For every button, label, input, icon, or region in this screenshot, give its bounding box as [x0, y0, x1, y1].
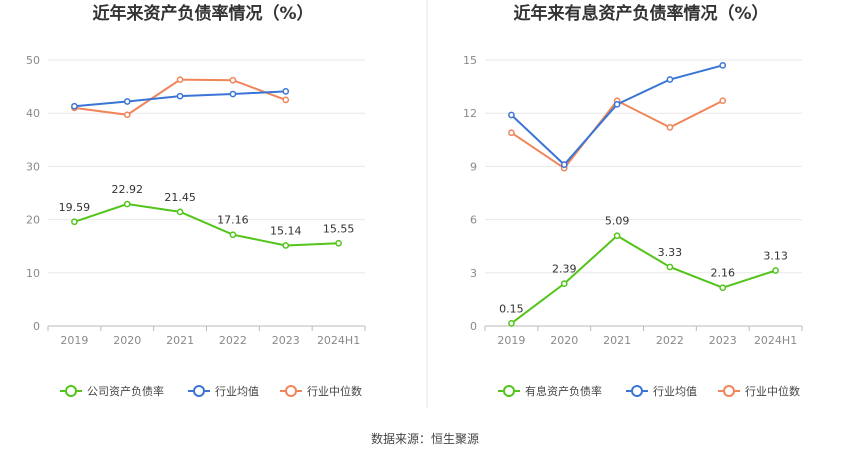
data-label: 2.16 — [711, 267, 736, 280]
data-point[interactable] — [508, 129, 515, 137]
data-point[interactable] — [719, 284, 727, 292]
x-tick-label: 2023 — [272, 334, 300, 347]
data-point[interactable] — [335, 239, 342, 247]
data-point[interactable] — [560, 280, 568, 287]
x-tick-label: 2022 — [656, 334, 684, 347]
data-label: 2.39 — [552, 263, 577, 276]
data-point[interactable] — [123, 111, 131, 119]
legend-item-3[interactable]: 行业中位数 — [718, 384, 800, 398]
data-point[interactable] — [176, 92, 184, 100]
data-label: 17.16 — [217, 214, 249, 227]
y-tick-label: 15 — [463, 54, 477, 67]
data-point[interactable] — [508, 319, 515, 327]
legend-label: 行业均值 — [215, 385, 259, 398]
data-point[interactable] — [282, 96, 290, 104]
x-tick-label: 2021 — [166, 334, 194, 347]
data-point[interactable] — [282, 88, 290, 95]
y-tick-label: 30 — [26, 160, 40, 173]
legend-label: 行业中位数 — [745, 384, 800, 398]
data-point[interactable] — [666, 124, 674, 131]
legend-label: 公司资产负债率 — [87, 384, 164, 398]
data-label: 0.15 — [499, 302, 524, 315]
data-point[interactable] — [71, 102, 78, 110]
data-point[interactable] — [282, 242, 290, 249]
legend-item-2[interactable]: 行业均值 — [626, 385, 697, 398]
y-tick-label: 9 — [470, 160, 477, 173]
data-label: 21.45 — [164, 191, 196, 204]
series-line-1 — [74, 203, 339, 247]
legend-item-3[interactable]: 行业中位数 — [280, 384, 362, 398]
legend-label: 行业中位数 — [307, 384, 362, 398]
y-tick-label: 40 — [26, 107, 40, 120]
chart-title: 近年来有息资产负债率情况（%） — [513, 3, 768, 24]
legend-marker — [285, 385, 297, 397]
x-tick-label: 2020 — [113, 334, 141, 347]
y-tick-label: 20 — [26, 214, 40, 227]
data-point[interactable] — [613, 232, 621, 240]
data-label: 19.59 — [59, 201, 91, 214]
data-point[interactable] — [508, 111, 515, 119]
data-label: 5.09 — [605, 215, 630, 228]
x-tick-label: 2024H1 — [754, 334, 797, 347]
data-point[interactable] — [772, 267, 779, 274]
x-tick-label: 2019 — [497, 334, 525, 347]
y-tick-label: 0 — [33, 320, 40, 333]
data-point[interactable] — [123, 98, 131, 105]
data-point[interactable] — [71, 218, 78, 226]
data-point[interactable] — [229, 90, 237, 98]
series-line-3 — [510, 99, 724, 170]
legend-marker — [723, 385, 735, 397]
legend-marker — [503, 385, 515, 397]
y-tick-label: 0 — [470, 320, 477, 333]
y-tick-label: 6 — [470, 214, 477, 227]
x-tick-label: 2019 — [60, 334, 88, 347]
data-point[interactable] — [176, 76, 184, 84]
x-tick-label: 2022 — [219, 334, 247, 347]
data-point[interactable] — [229, 76, 237, 84]
data-label: 3.33 — [658, 246, 683, 259]
data-point[interactable] — [560, 161, 568, 168]
data-point[interactable] — [719, 61, 727, 69]
chart-title: 近年来资产负债率情况（%） — [92, 3, 313, 24]
legend-item-2[interactable]: 行业均值 — [188, 385, 259, 398]
data-point[interactable] — [176, 208, 184, 216]
source-note: 数据来源：恒生聚源 — [371, 431, 479, 446]
legend-item-1[interactable]: 有息资产负债率 — [498, 384, 602, 398]
x-tick-label: 2023 — [709, 334, 737, 347]
series-line-1 — [510, 234, 776, 325]
y-tick-label: 50 — [26, 54, 40, 67]
data-label: 15.55 — [323, 222, 355, 235]
legend-label: 行业均值 — [653, 385, 697, 398]
x-tick-label: 2024H1 — [317, 334, 360, 347]
series-line-2 — [510, 64, 724, 167]
data-point[interactable] — [229, 231, 237, 239]
y-tick-label: 12 — [463, 107, 477, 120]
x-tick-label: 2021 — [603, 334, 631, 347]
legend-marker — [65, 385, 77, 397]
x-tick-label: 2020 — [550, 334, 578, 347]
legend-marker — [631, 385, 643, 397]
data-point[interactable] — [666, 263, 674, 271]
data-label: 22.92 — [112, 183, 144, 196]
legend-item-1[interactable]: 公司资产负债率 — [60, 384, 164, 398]
data-point[interactable] — [613, 100, 621, 108]
legend-marker — [193, 385, 205, 397]
y-tick-label: 10 — [26, 267, 40, 280]
y-tick-label: 3 — [470, 267, 477, 280]
data-label: 15.14 — [270, 224, 302, 237]
chart-panel-2: 近年来有息资产负债率情况（%） 0 3 6 9 12 15 2019 2020 2021 2022 2… — [463, 3, 803, 398]
chart-panel-1: 近年来资产负债率情况（%） 0 10 20 30 40 50 2019 2020 2021 2022… — [26, 3, 366, 398]
legend-label: 有息资产负债率 — [525, 384, 602, 398]
data-point[interactable] — [719, 97, 727, 105]
data-point[interactable] — [123, 200, 131, 208]
data-label: 3.13 — [763, 249, 788, 262]
data-point[interactable] — [666, 76, 674, 83]
